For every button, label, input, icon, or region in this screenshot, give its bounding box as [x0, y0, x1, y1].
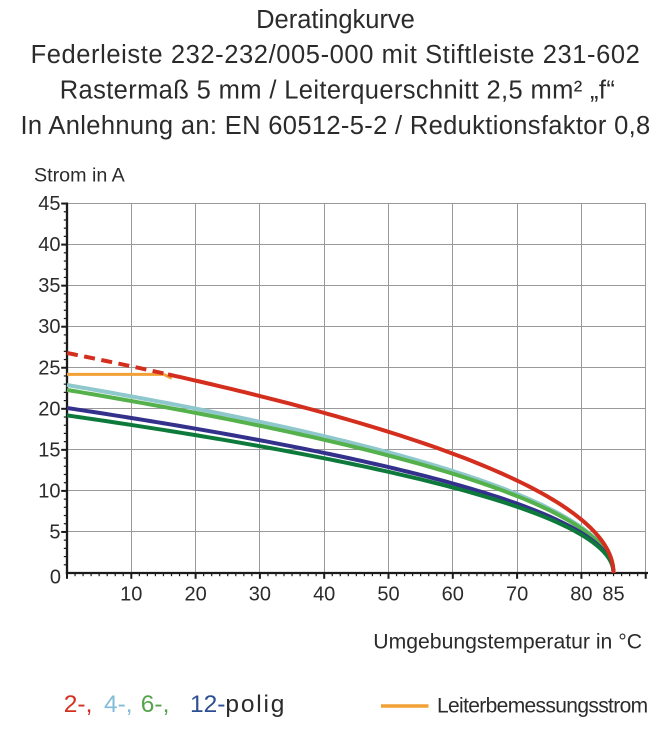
svg-text:5: 5: [49, 521, 60, 543]
svg-text:Rastermaß 5 mm / Leiterquersch: Rastermaß 5 mm / Leiterquerschnitt 2,5 m…: [60, 77, 615, 105]
svg-text:Leiterbemessungsstrom: Leiterbemessungsstrom: [437, 694, 648, 717]
svg-text:2-,: 2-,: [64, 691, 93, 718]
svg-text:40: 40: [38, 234, 60, 256]
svg-text:Deratingkurve: Deratingkurve: [256, 6, 415, 34]
svg-text:6-,: 6-,: [141, 691, 170, 718]
svg-text:30: 30: [249, 584, 271, 606]
svg-text:80: 80: [570, 584, 592, 606]
svg-text:Federleiste 232-232/005-000 mi: Federleiste 232-232/005-000 mit Stiftlei…: [31, 41, 641, 69]
svg-text:25: 25: [38, 357, 60, 379]
svg-text:In Anlehnung an: EN 60512-5-2: In Anlehnung an: EN 60512-5-2 / Reduktio…: [20, 112, 650, 140]
svg-text:Strom in A: Strom in A: [34, 165, 126, 187]
svg-text:30: 30: [38, 316, 60, 338]
svg-text:45: 45: [38, 193, 60, 215]
svg-text:20: 20: [184, 584, 206, 606]
svg-text:4-,: 4-,: [104, 691, 133, 718]
svg-text:35: 35: [38, 275, 60, 297]
svg-text:10: 10: [38, 480, 60, 502]
svg-text:50: 50: [377, 584, 399, 606]
svg-text:Umgebungstemperatur in °C: Umgebungstemperatur in °C: [373, 631, 642, 654]
svg-text:12-polig: 12-polig: [190, 691, 286, 718]
svg-text:85: 85: [602, 584, 624, 606]
svg-text:0: 0: [50, 567, 61, 589]
svg-text:10: 10: [120, 584, 142, 606]
svg-text:60: 60: [442, 584, 464, 606]
svg-text:20: 20: [38, 398, 60, 420]
svg-text:40: 40: [313, 584, 335, 606]
svg-text:70: 70: [506, 584, 528, 606]
svg-text:15: 15: [38, 439, 60, 461]
